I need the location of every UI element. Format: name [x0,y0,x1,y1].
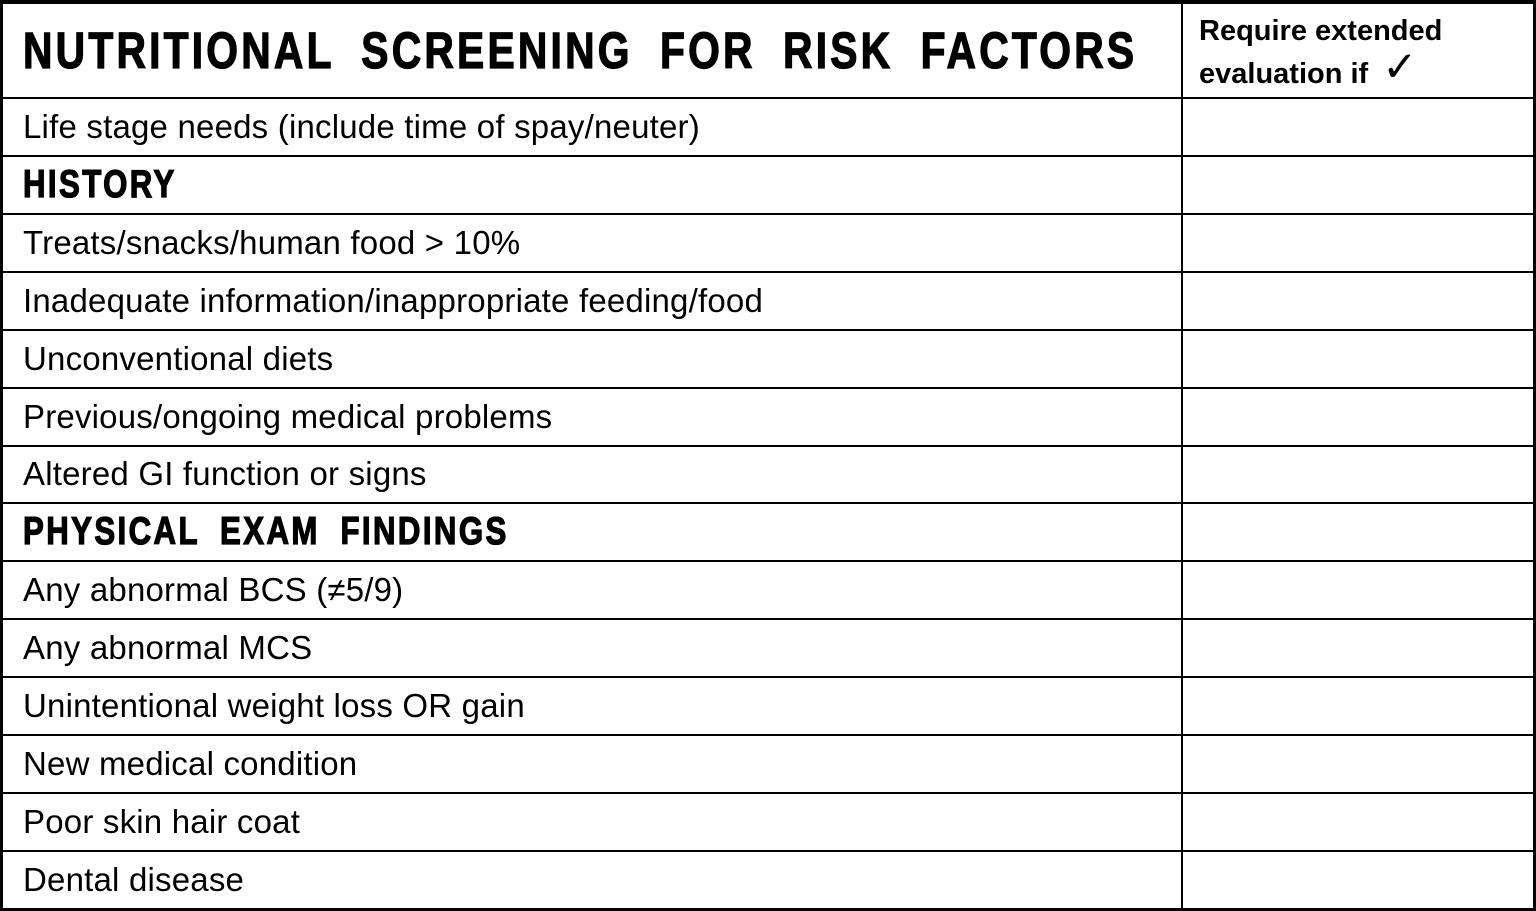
section-label: HISTORY [22,162,177,206]
risk-factor-label: Poor skin hair coat [23,803,301,841]
check-cell[interactable] [1183,273,1533,329]
table-row: Altered GI function or signs [3,444,1533,503]
table-row: Life stage needs (include time of spay/n… [3,97,1533,155]
table-row: Unconventional diets [3,328,1533,387]
risk-factor-label: Treats/snacks/human food > 10% [23,223,521,261]
table-title: NUTRITIONAL SCREENING FOR RISK FACTORS [22,21,1138,79]
table-row: Poor skin hair coat [3,792,1533,850]
check-column-header: Require extended evaluation if ✓ [1183,4,1533,97]
check-cell[interactable] [1183,678,1533,734]
table-row: Inadequate information/inappropriate fee… [3,270,1533,329]
risk-factor-label: Any abnormal BCS (≠5/9) [23,571,404,609]
check-cell[interactable] [1183,794,1533,850]
check-column-header-line1: Require extended [1199,15,1443,47]
table-row: Treats/snacks/human food > 10% [3,212,1533,271]
table-title-cell: NUTRITIONAL SCREENING FOR RISK FACTORS [3,4,1183,97]
risk-factor-label: Unconventional diets [23,339,334,377]
section-row: PHYSICAL EXAM FINDINGS [3,502,1533,561]
check-cell[interactable] [1183,331,1533,387]
check-cell[interactable] [1183,157,1533,213]
check-column-header-line2: evaluation if ✓ [1199,43,1418,91]
risk-factor-label: Dental disease [23,860,245,898]
table-row: New medical condition [3,734,1533,793]
risk-factor-label: New medical condition [23,745,358,783]
section-label: PHYSICAL EXAM FINDINGS [22,510,509,554]
check-cell[interactable] [1183,447,1533,503]
table-row: Previous/ongoing medical problems [3,386,1533,445]
table-header-row: NUTRITIONAL SCREENING FOR RISK FACTORS R… [3,4,1533,97]
check-cell[interactable] [1183,504,1533,560]
section-row: HISTORY [3,154,1533,213]
table-row: Any abnormal MCS [3,618,1533,677]
risk-factor-label: Life stage needs (include time of spay/n… [23,107,700,145]
risk-factor-label: Unintentional weight loss OR gain [23,687,525,725]
check-column-header-line2-text: evaluation if [1199,58,1369,90]
check-cell[interactable] [1183,620,1533,676]
table-row: Unintentional weight loss OR gain [3,676,1533,735]
check-cell[interactable] [1183,215,1533,271]
risk-factor-label: Any abnormal MCS [23,629,313,667]
risk-factor-label: Altered GI function or signs [23,455,427,493]
check-cell[interactable] [1183,99,1533,155]
risk-factor-label: Previous/ongoing medical problems [23,397,553,435]
risk-factor-label: Inadequate information/inappropriate fee… [23,281,764,319]
table-row: Any abnormal BCS (≠5/9) [3,560,1533,619]
check-cell[interactable] [1183,389,1533,445]
check-cell[interactable] [1183,736,1533,792]
check-cell[interactable] [1183,562,1533,618]
table-row: Dental disease [3,849,1533,908]
check-cell[interactable] [1183,852,1533,908]
